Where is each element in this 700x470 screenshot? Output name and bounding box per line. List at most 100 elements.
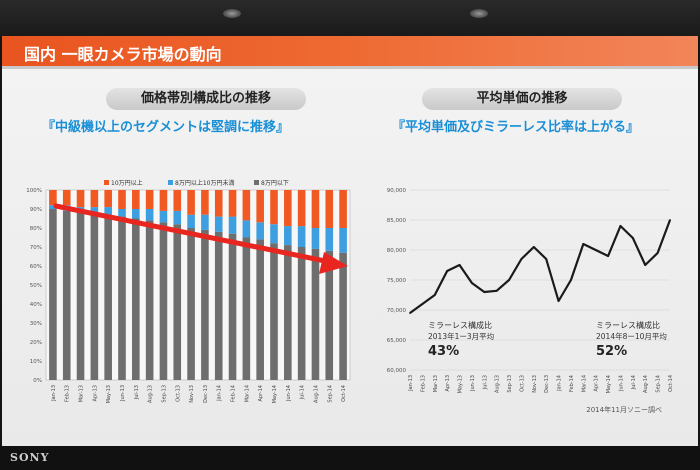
bar-segment <box>118 209 126 217</box>
bar-segment <box>145 190 154 209</box>
line-point <box>619 225 622 227</box>
right-x-tick-label: Sep-13 <box>507 375 513 393</box>
line-point <box>644 264 647 266</box>
line-point <box>557 300 560 302</box>
right-x-tick-label: Feb-14 <box>569 375 575 392</box>
bar-segment <box>325 228 334 251</box>
line-point <box>669 219 671 221</box>
right-x-tick-label: Apr-14 <box>594 375 600 392</box>
legend-label: 10万円以上 <box>111 179 143 187</box>
left-x-tick-label: Jul-13 <box>134 385 140 400</box>
right-y-tick-label: 70,000 <box>387 308 407 314</box>
left-x-tick-label: Jun-13 <box>120 385 126 402</box>
bar-segment <box>159 222 168 380</box>
line-point <box>545 258 548 260</box>
bar-segment <box>118 190 126 209</box>
line-point <box>570 279 572 281</box>
legend-label: 8万円以上10万円未満 <box>175 179 234 187</box>
line-point <box>508 279 510 281</box>
line-point <box>471 282 473 284</box>
left-y-tick-label: 30% <box>30 321 42 327</box>
bar-segment <box>256 222 264 240</box>
mirrorless-ratio-value: 43% <box>428 344 459 359</box>
title-banner: 国内 一眼カメラ市場の動向 <box>2 36 698 66</box>
bar-segment <box>201 214 209 230</box>
bar-segment <box>173 190 182 211</box>
right-x-tick-label: Aug-14 <box>643 375 649 393</box>
mirrorless-ratio-period: 2014年8ー10月平均 <box>596 331 667 341</box>
bar-segment <box>242 220 251 238</box>
right-y-tick-label: 65,000 <box>387 338 407 344</box>
trend-arrow-shaft <box>53 203 333 265</box>
right-x-tick-label: Nov-13 <box>532 375 538 393</box>
bar-segment <box>228 216 237 234</box>
right-x-tick-label: Mar-13 <box>433 375 439 392</box>
mirrorless-ratio-label: ミラーレス構成比 <box>428 320 492 330</box>
left-y-tick-label: 40% <box>30 302 42 308</box>
ceiling-light <box>223 9 241 18</box>
bar-segment <box>325 190 334 228</box>
price-trend-line <box>409 219 672 314</box>
left-x-tick-label: Aug-13 <box>148 385 154 403</box>
left-x-tick-label: Dec-13 <box>203 385 209 403</box>
right-x-tick-label: Feb-13 <box>420 375 426 392</box>
line-point <box>631 237 634 239</box>
line-point <box>433 294 436 296</box>
bar-segment <box>339 252 347 380</box>
bar-segment <box>49 205 57 209</box>
right-x-tick-label: Apr-13 <box>445 375 451 392</box>
right-y-tick-label: 80,000 <box>387 248 407 254</box>
left-x-tick-label: Jan-14 <box>217 385 223 402</box>
left-x-tick-label: Sep-14 <box>327 385 333 403</box>
bar-segment <box>228 190 237 217</box>
bar-segment <box>256 190 264 223</box>
right-x-tick-label: Dec-13 <box>544 375 550 393</box>
left-y-tick-label: 50% <box>30 283 42 289</box>
right-y-tick-label: 75,000 <box>387 278 407 284</box>
trend-arrow-head <box>319 252 348 274</box>
legend-swatch <box>168 180 173 185</box>
bar-segment <box>187 214 195 228</box>
bar-segment <box>132 218 140 380</box>
bar-segment <box>187 190 195 215</box>
line-point <box>594 249 597 251</box>
sony-logo: SONY <box>10 451 50 464</box>
bar-segment <box>270 190 278 225</box>
left-chart-subtitle: 『中級機以上のセグメントは堅調に推移』 <box>42 120 290 135</box>
slide-title: 国内 一眼カメラ市場の動向 <box>24 45 222 64</box>
right-x-tick-label: Oct-14 <box>668 375 674 392</box>
ceiling <box>0 0 700 36</box>
bar-segment <box>201 190 209 215</box>
left-y-tick-label: 60% <box>30 264 42 270</box>
legend-swatch <box>104 180 109 185</box>
bar-segment <box>297 226 306 247</box>
bar-segment <box>104 190 112 208</box>
bar-segment <box>118 216 126 380</box>
left-y-tick-label: 10% <box>30 359 42 365</box>
left-x-tick-label: Jan-13 <box>51 385 57 402</box>
right-x-tick-label: Jul-13 <box>482 375 488 390</box>
right-x-tick-label: Jan-13 <box>408 375 414 392</box>
line-point <box>409 312 411 314</box>
left-x-tick-label: Feb-14 <box>231 385 237 402</box>
right-chart-subtitle: 『平均単価及びミラーレス比率は上がる』 <box>392 120 640 135</box>
bar-segment <box>311 190 320 228</box>
bar-segment <box>284 245 292 380</box>
right-x-tick-label: May-14 <box>606 375 612 393</box>
left-x-tick-label: Oct-13 <box>175 385 181 402</box>
bar-segment <box>325 250 334 380</box>
left-y-tick-label: 80% <box>30 226 42 232</box>
left-chart-heading: 価格帯別構成比の推移 <box>106 88 306 110</box>
bar-segment <box>76 190 85 208</box>
right-x-tick-label: Jan-14 <box>557 375 563 392</box>
right-x-tick-label: Mar-14 <box>581 375 587 392</box>
bar-segment <box>297 247 306 380</box>
left-x-tick-label: Sep-13 <box>161 385 167 403</box>
bar-segment <box>49 209 57 380</box>
bar-segment <box>284 226 292 246</box>
right-y-tick-label: 85,000 <box>387 218 407 224</box>
banner-stripe <box>2 66 698 69</box>
right-y-tick-label: 90,000 <box>387 188 407 194</box>
